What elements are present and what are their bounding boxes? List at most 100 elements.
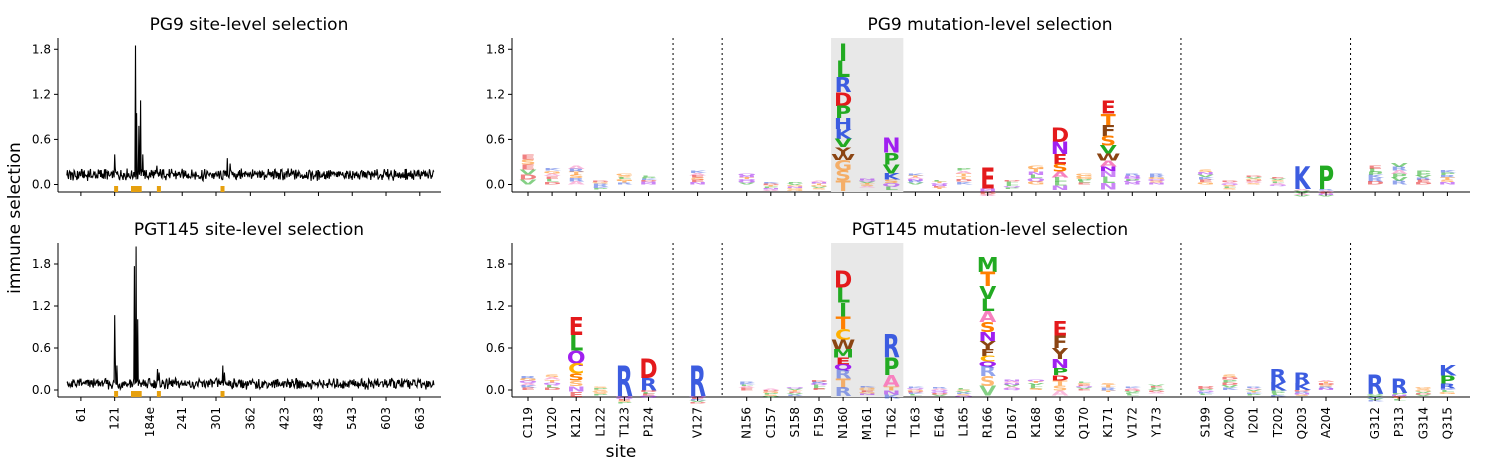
pg9-mutation-logo-letter: G bbox=[591, 182, 609, 184]
pgt145-mutation-logo-letter: V bbox=[786, 388, 803, 390]
pg9-mutation-logo-letter: N bbox=[1051, 139, 1069, 159]
pg9-mutation-logo-letter: K bbox=[1293, 161, 1311, 197]
pg9-mutation-logo-letter: S bbox=[1270, 180, 1286, 182]
pgt145-mutation-logo-letter: A bbox=[1317, 380, 1335, 383]
pg9-mutation-logo-letter: S bbox=[1222, 188, 1238, 190]
pg9-mutation-logo-letter: W bbox=[1096, 152, 1121, 163]
pg9-mutation-logo-letter: T bbox=[569, 171, 584, 176]
pg9-mutation-logo-letter: Q bbox=[1220, 183, 1239, 185]
pgt145-mutation-logo-letter: K bbox=[1293, 381, 1311, 392]
pgt145-mutation-site-label: K171 bbox=[1101, 407, 1115, 438]
pgt145-mutation-logo-letter: N bbox=[882, 389, 900, 396]
pg9-mutation-logo-letter: D bbox=[762, 183, 780, 185]
pg9-mutation-logo-letter: S bbox=[690, 177, 706, 181]
pgt145-site-xtick-label: 184e bbox=[143, 407, 157, 437]
pgt145-mutation-logo-letter: V bbox=[762, 396, 779, 398]
pgt145-mutation-ytick-label: 1.2 bbox=[486, 299, 505, 313]
pgt145-mutation-logo-letter: A bbox=[883, 371, 900, 390]
pg9-mutation-logo-letter: K bbox=[1439, 169, 1457, 173]
pgt145-mutation-logo-letter: V bbox=[786, 393, 803, 395]
pgt145-mutation-logo-letter: R bbox=[689, 357, 706, 406]
pg9-mutation-logo-letter: T bbox=[1101, 110, 1117, 129]
pgt145-mutation-logo-letter: K bbox=[1124, 386, 1142, 388]
pg9-mutation-logo-letter: V bbox=[1100, 144, 1118, 157]
pgt145-mutation-logo-letter: K bbox=[1367, 399, 1385, 401]
pgt145-mutation-logo-letter: G bbox=[858, 388, 876, 390]
pgt145-mutation-logo-letter: P bbox=[763, 393, 779, 395]
pgt145-site-highlight-region bbox=[130, 391, 142, 397]
pg9-mutation-logo-letter: R bbox=[568, 177, 585, 182]
pg9-mutation-logo-letter: V bbox=[519, 178, 537, 186]
pgt145-mutation-logo-letter: V bbox=[1245, 389, 1262, 391]
pg9-mutation-logo-letter: E bbox=[1416, 179, 1431, 183]
pgt145-mutation-logo-letter: R bbox=[1391, 375, 1408, 397]
pgt145-mutation-logo-letter: V bbox=[1221, 384, 1239, 388]
pg9-mutation-logo-letter: Q bbox=[737, 180, 756, 183]
pgt145-mutation-logo-letter: K bbox=[738, 383, 756, 385]
pg9-mutation-logo-letter: A bbox=[810, 180, 827, 182]
figure-ylabel: immune selection bbox=[5, 142, 25, 294]
pgt145-mutation-logo-letter: P bbox=[1124, 392, 1140, 394]
pgt145-mutation-logo-letter: E bbox=[836, 356, 851, 367]
pg9-site-title: PG9 site-level selection bbox=[150, 15, 349, 35]
pg9-mutation-logo-letter: P bbox=[956, 167, 972, 172]
pgt145-mutation-logo-letter: Q bbox=[954, 395, 973, 397]
pgt145-mutation-logo-letter: Q bbox=[930, 391, 949, 393]
pg9-mutation-logo-letter: P bbox=[1367, 171, 1383, 176]
pgt145-mutation-site-label: V127 bbox=[691, 407, 705, 438]
pgt145-mutation-site-label: S199 bbox=[1199, 407, 1213, 438]
pg9-mutation-logo-letter: V bbox=[810, 186, 827, 188]
pgt145-mutation-logo-letter: Q bbox=[567, 346, 586, 367]
pgt145-mutation-logo-letter: S bbox=[592, 386, 608, 388]
pgt145-mutation-logo-letter: L bbox=[1029, 384, 1043, 387]
pg9-mutation-logo-letter: L bbox=[932, 180, 946, 182]
pgt145-mutation-logo-letter: Y bbox=[978, 340, 996, 353]
pg9-mutation-logo-letter: D bbox=[519, 173, 537, 181]
pgt145-mutation-logo-letter: R bbox=[1318, 386, 1335, 389]
pg9-mutation-logo-letter: A bbox=[907, 177, 925, 180]
pg9-mutation-logo-letter: S bbox=[616, 175, 632, 178]
pgt145-mutation-logo-letter: T bbox=[1101, 384, 1116, 386]
pg9-mutation-logo-letter: D bbox=[1414, 182, 1432, 186]
pg9-mutation-logo-letter: A bbox=[1245, 181, 1262, 183]
pgt145-mutation-logo-letter: D bbox=[1051, 374, 1069, 383]
pgt145-mutation-logo-letter: S bbox=[1294, 394, 1310, 396]
pgt145-mutation-logo-letter: L bbox=[1198, 393, 1212, 395]
pg9-mutation-logo-letter: S bbox=[568, 174, 584, 179]
pgt145-mutation-logo-letter: Q bbox=[615, 396, 634, 398]
pg9-mutation-logo-letter: R bbox=[1391, 166, 1408, 172]
pgt145-mutation-logo-letter: A bbox=[762, 388, 779, 390]
pg9-mutation-logo-letter: Q bbox=[1002, 186, 1021, 188]
pgt145-mutation-logo-letter: K bbox=[519, 385, 537, 389]
pg9-mutation-logo-letter: P bbox=[640, 177, 656, 179]
pg9-mutation-logo-letter: H bbox=[834, 116, 852, 134]
pg9-mutation-logo-letter: L bbox=[1368, 168, 1382, 173]
pgt145-mutation-logo-letter: Q bbox=[930, 390, 949, 392]
pgt145-mutation-logo-letter: L bbox=[740, 384, 754, 386]
pgt145-mutation-logo-letter: D bbox=[688, 402, 706, 404]
pg9-mutation-ytick-label: 0.6 bbox=[486, 132, 505, 146]
pg9-mutation-logo-letter: N bbox=[1438, 181, 1456, 185]
pgt145-mutation-logo-letter: N bbox=[1390, 394, 1408, 396]
pgt145-mutation-logo-letter: G bbox=[858, 387, 876, 389]
pg9-mutation-logo-letter: P bbox=[1076, 179, 1092, 182]
pgt145-mutation-logo-letter: S bbox=[1052, 384, 1068, 392]
pgt145-mutation-logo-letter: E bbox=[569, 390, 584, 399]
pg9-mutation-logo-letter: N bbox=[882, 133, 900, 157]
pg9-mutation-logo-letter: N bbox=[688, 182, 706, 186]
pg9-mutation-logo-letter: N bbox=[978, 190, 996, 192]
pg9-mutation-logo-letter: G bbox=[810, 185, 828, 187]
pg9-mutation-logo-letter: R bbox=[1148, 173, 1165, 176]
pgt145-mutation-site-label: N160 bbox=[836, 407, 850, 439]
pgt145-mutation-site-label: V120 bbox=[545, 407, 559, 438]
pgt145-mutation-logo-letter: N bbox=[567, 385, 585, 394]
pgt145-mutation-logo-letter: L bbox=[812, 385, 826, 388]
pg9-mutation-logo-letter: D bbox=[591, 180, 609, 182]
pg9-mutation-logo-letter: K bbox=[1197, 176, 1215, 180]
pg9-mutation-logo-letter: R bbox=[1367, 177, 1384, 182]
pg9-mutation-logo-letter: A bbox=[1391, 169, 1409, 175]
pg9-mutation-logo-letter: R bbox=[1439, 174, 1456, 178]
pg9-mutation-logo-letter: T bbox=[1028, 168, 1043, 173]
pg9-mutation-logo-letter: L bbox=[1005, 183, 1019, 185]
pgt145-mutation-logo-letter: A bbox=[1051, 389, 1069, 397]
